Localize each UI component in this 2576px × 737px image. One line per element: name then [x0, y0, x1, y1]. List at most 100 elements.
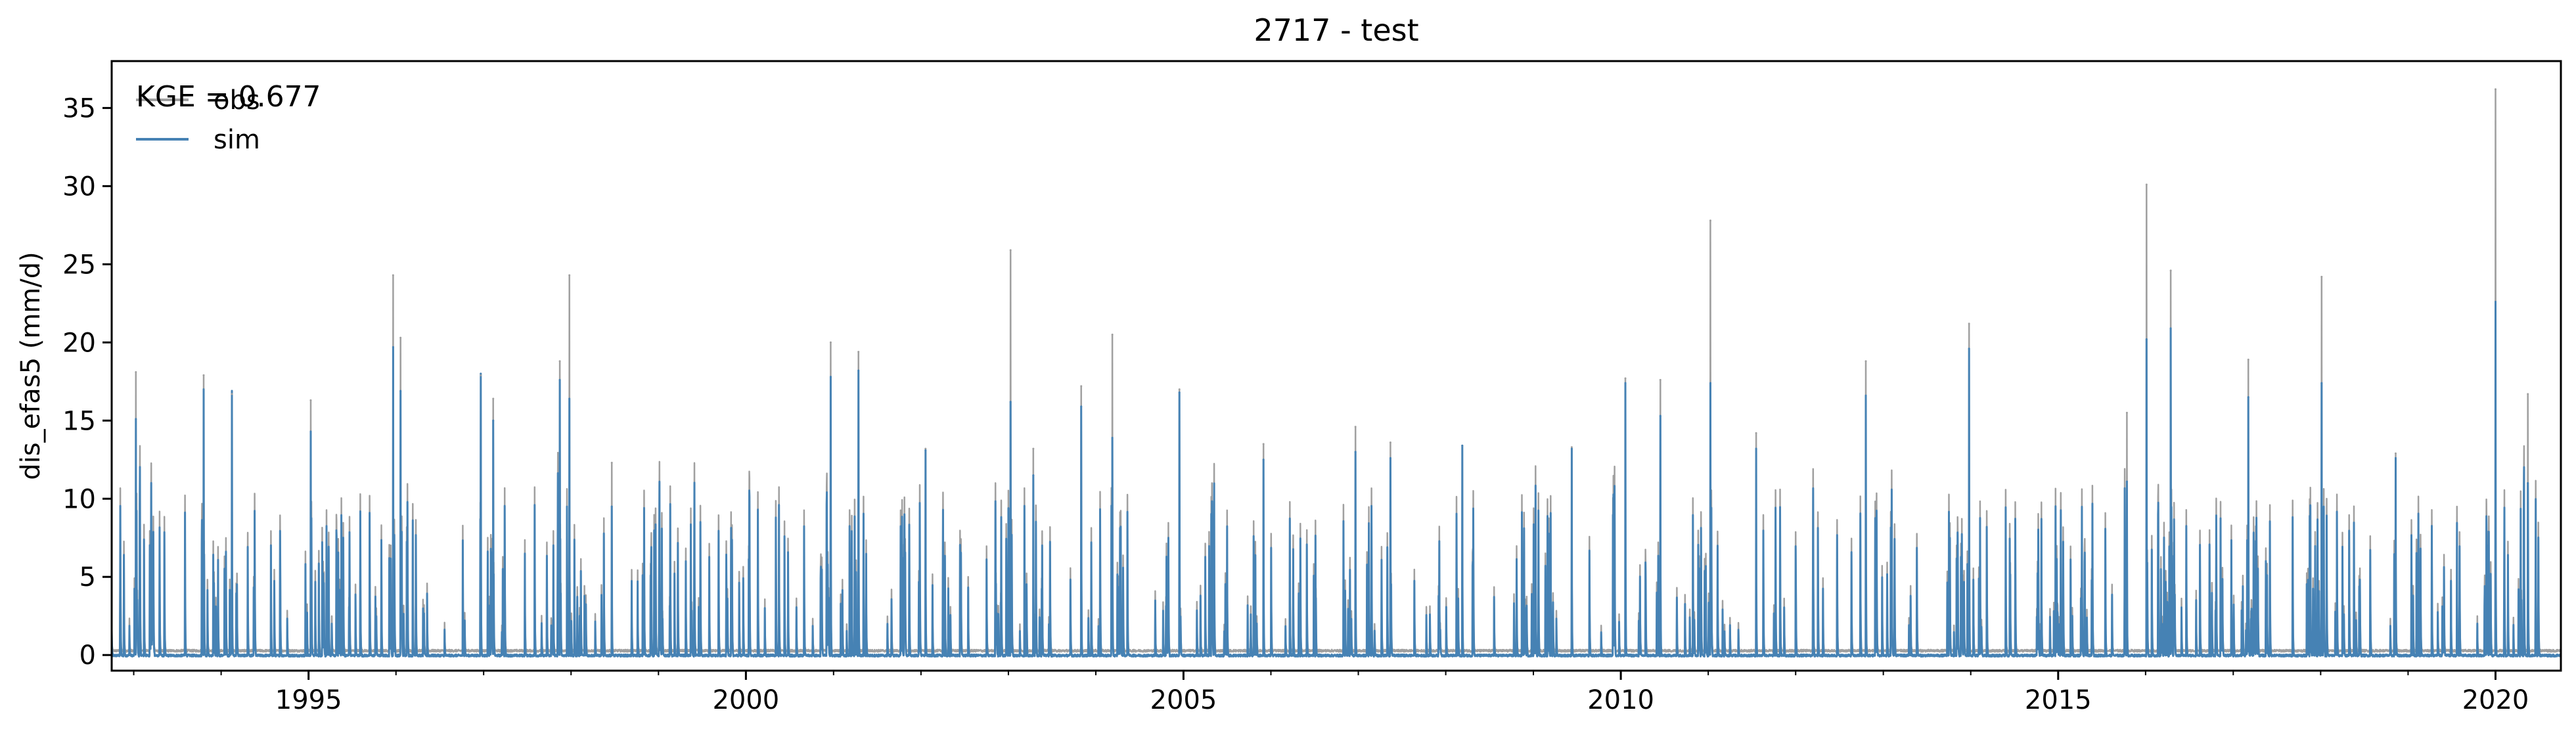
obs-peak-point: [1624, 377, 1627, 380]
sim-peak-point: [568, 397, 571, 400]
sim-peak-point: [135, 418, 137, 420]
sim-peak-point: [2247, 396, 2249, 399]
obs-peak-point: [1178, 388, 1181, 391]
legend: obs sim: [136, 85, 260, 155]
obs-peak-point: [829, 341, 832, 344]
obs-peak-point: [568, 274, 571, 277]
obs-peak-point: [2527, 393, 2529, 395]
obs-peak-point: [857, 351, 860, 353]
series-sim-line: [110, 300, 2562, 658]
legend-sim-label: sim: [214, 125, 260, 155]
sim-peak-point: [1461, 444, 1464, 447]
sim-peak-point: [2494, 300, 2497, 303]
obs-peak-point: [1755, 432, 1757, 434]
sim-peak-point: [610, 505, 613, 508]
y-tick-label: 35: [62, 93, 96, 123]
sim-peak-point: [1389, 457, 1391, 459]
obs-peak-point: [2145, 183, 2148, 186]
sim-peak-point: [480, 372, 482, 375]
sim-peak-point: [1354, 451, 1357, 453]
x-tick-label: 2005: [1150, 685, 1217, 715]
obs-peak-point: [2247, 358, 2249, 361]
legend-obs-label: obs: [214, 85, 260, 116]
sim-peak-point: [309, 430, 312, 433]
sim-peak-point: [829, 376, 832, 378]
x-tick-label: 1995: [275, 685, 342, 715]
sim-peak-point: [231, 390, 233, 392]
obs-peak-point: [202, 374, 205, 376]
sim-peak-point: [202, 388, 205, 391]
obs-peak-point: [2320, 275, 2323, 278]
obs-peak-point: [1709, 219, 1711, 222]
series-obs-line: [110, 88, 2562, 653]
obs-peak-point: [1570, 446, 1573, 449]
y-tick-label: 30: [62, 171, 96, 202]
sim-peak-point: [2169, 327, 2172, 330]
sim-peak-point: [2320, 382, 2323, 384]
x-tick-label: 2015: [2025, 685, 2092, 715]
chart-title: 2717 - test: [1254, 12, 1418, 48]
sim-peak-point: [2394, 457, 2397, 459]
obs-peak-point: [1111, 333, 1114, 336]
sim-peak-point: [1009, 401, 1012, 403]
series-layer: [110, 88, 2562, 658]
obs-peak-point: [480, 374, 482, 376]
obs-peak-point: [1354, 426, 1357, 428]
sim-peak-point: [1080, 405, 1083, 408]
sim-peak-point: [2145, 338, 2148, 341]
y-axis: 0 5 10 15 20 25 30 35: [62, 93, 112, 671]
y-tick-label: 0: [79, 640, 96, 671]
obs-peak-point: [924, 447, 927, 450]
obs-peak-point: [1032, 447, 1035, 450]
obs-peak-point: [2169, 269, 2172, 272]
sim-peak-point: [2125, 480, 2128, 483]
sim-peak-point: [1570, 447, 1573, 450]
sim-peak-point: [1968, 347, 1970, 350]
sim-peak-point: [1755, 447, 1757, 450]
obs-peak-point: [1864, 360, 1867, 363]
sim-peak-point: [558, 378, 561, 381]
obs-peak-point: [135, 371, 137, 374]
y-tick-label: 5: [79, 562, 96, 592]
sim-peak-point: [1262, 458, 1265, 461]
obs-peak-point: [1389, 441, 1391, 444]
obs-peak-point: [558, 360, 561, 363]
obs-peak-point: [399, 336, 402, 339]
sim-peak-point: [392, 346, 394, 348]
sim-peak-point: [1032, 474, 1035, 477]
obs-peak-point: [2494, 88, 2497, 91]
obs-peak-point: [1009, 249, 1012, 252]
obs-peak-point: [309, 399, 312, 401]
y-tick-label: 25: [62, 250, 96, 280]
x-tick-label: 2020: [2462, 685, 2529, 715]
sim-peak-point: [1624, 382, 1627, 384]
obs-peak-point: [1968, 323, 1970, 325]
obs-peak-point: [610, 462, 613, 464]
sim-peak-point: [1709, 382, 1711, 384]
sim-peak-point: [399, 390, 402, 392]
sim-peak-point: [1659, 414, 1661, 417]
obs-peak-point: [1262, 443, 1265, 445]
y-tick-label: 15: [62, 406, 96, 436]
y-tick-label: 10: [62, 484, 96, 514]
obs-peak-point: [392, 274, 394, 277]
sim-peak-point: [1864, 394, 1867, 397]
y-axis-label: dis_efas5 (mm/d): [16, 252, 46, 480]
obs-peak-point: [231, 393, 233, 395]
obs-peak-point: [2125, 411, 2128, 414]
sim-peak-point: [2527, 481, 2529, 484]
sim-peak-point: [1111, 436, 1114, 439]
obs-peak-point: [2394, 452, 2397, 455]
x-tick-label: 2000: [712, 685, 779, 715]
sim-peak-point: [857, 369, 860, 372]
obs-peak-point: [1659, 378, 1661, 381]
x-axis: 1995 2000 2005 2010 2015 2020: [133, 671, 2529, 715]
sim-peak-point: [492, 419, 495, 422]
sim-peak-point: [924, 449, 927, 451]
axes-frame: [110, 60, 2562, 672]
kge-annotation: KGE = 0.677: [136, 80, 321, 114]
sim-peak-point: [1178, 391, 1181, 393]
y-tick-label: 20: [62, 328, 96, 358]
